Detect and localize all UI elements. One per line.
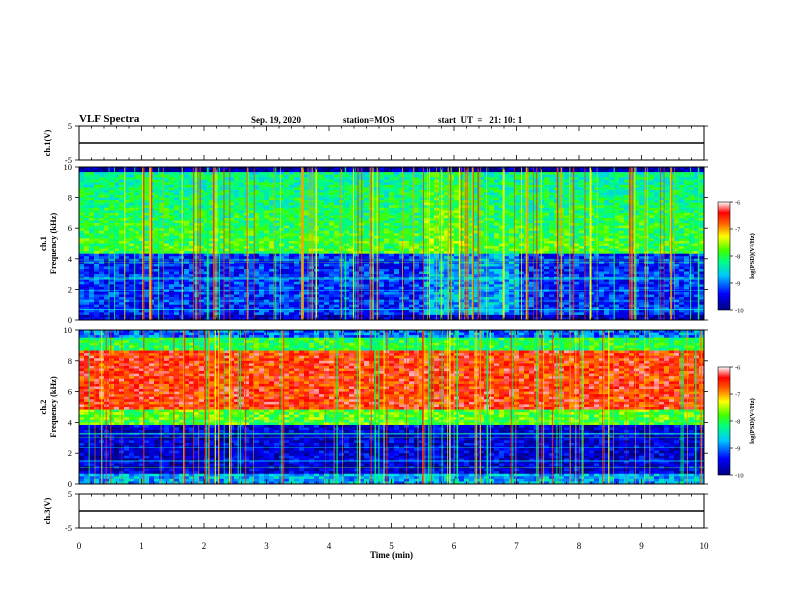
- y-axis-label-frequency: Frequency (kHz): [48, 213, 58, 275]
- colorbar-tick-label: -6: [735, 200, 741, 207]
- y-tick-label: 2: [68, 448, 72, 458]
- y-tick-label: 10: [64, 162, 73, 172]
- y-tick-label: -5: [65, 155, 72, 165]
- colorbar-tick-label: -7: [735, 392, 741, 399]
- spectrogram-1: [79, 167, 705, 321]
- y-axis-label-frequency: Frequency (kHz): [48, 376, 58, 438]
- colorbar-label: log(PSD)(V²/Hz): [749, 398, 756, 444]
- y-tick-label: 0: [68, 479, 72, 489]
- x-tick-label: 4: [327, 541, 332, 551]
- colorbar-tick-label: -7: [735, 227, 741, 234]
- y-tick-label: 6: [68, 223, 72, 233]
- x-tick-label: 0: [77, 541, 82, 551]
- figure-title: VLF Spectra: [79, 113, 140, 125]
- date-label: Sep. 19, 2020: [251, 115, 302, 125]
- x-tick-label: 6: [452, 541, 457, 551]
- colorbar-1: [717, 201, 731, 311]
- y-tick-label: 5: [68, 489, 72, 499]
- colorbar-tick-label: -8: [735, 419, 740, 426]
- colorbar-2: [717, 366, 731, 476]
- y-tick-label: 8: [68, 356, 72, 366]
- y-tick-label: 6: [68, 387, 72, 397]
- y-axis-label: ch.3(V): [42, 497, 52, 524]
- y-axis-label-channel: ch.2: [38, 400, 48, 415]
- x-tick-label: 7: [514, 541, 519, 551]
- colorbar-tick-label: -10: [735, 308, 744, 315]
- y-tick-label: 8: [68, 193, 72, 203]
- x-axis-label: Time (min): [370, 550, 413, 560]
- y-tick-label: 0: [68, 315, 72, 325]
- colorbar-tick-label: -9: [735, 281, 740, 288]
- y-tick-label: 5: [68, 121, 72, 131]
- y-tick-label: 4: [68, 254, 73, 264]
- x-tick-label: 10: [700, 541, 710, 551]
- y-axis-label: ch.1(V): [42, 129, 52, 156]
- colorbar-tick-label: -10: [735, 473, 744, 480]
- y-tick-label: -5: [65, 523, 72, 533]
- station-label: station=MOS: [343, 115, 395, 125]
- x-tick-label: 9: [639, 541, 644, 551]
- start-time-label: start UT = 21: 10: 1: [438, 115, 523, 125]
- colorbar-tick-label: -9: [735, 446, 740, 453]
- x-tick-label: 1: [139, 541, 144, 551]
- colorbar-tick-label: -6: [735, 365, 741, 372]
- x-tick-label: 2: [202, 541, 207, 551]
- colorbar-tick-label: -8: [735, 254, 740, 261]
- y-tick-label: 4: [68, 417, 73, 427]
- y-tick-label: 10: [64, 325, 73, 335]
- colorbar-label: log(PSD)(V²/Hz): [749, 233, 756, 279]
- y-tick-label: 2: [68, 284, 72, 294]
- y-axis-label-channel: ch.1: [38, 236, 48, 251]
- x-tick-label: 8: [577, 541, 582, 551]
- spectrogram-2: [79, 330, 705, 485]
- x-tick-label: 5: [389, 541, 394, 551]
- x-tick-label: 3: [264, 541, 269, 551]
